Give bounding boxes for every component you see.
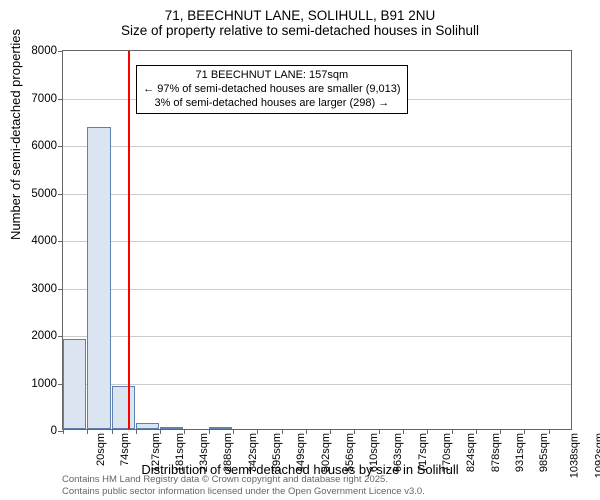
x-tick-mark	[330, 429, 331, 434]
x-tick-mark	[379, 429, 380, 434]
histogram-bar	[112, 386, 135, 429]
x-tick-mark	[427, 429, 428, 434]
chart-footer: Contains HM Land Registry data © Crown c…	[62, 474, 425, 497]
callout-line: 71 BEECHNUT LANE: 157sqm	[143, 69, 400, 83]
x-tick-mark	[87, 429, 88, 434]
x-tick-mark	[476, 429, 477, 434]
x-tick-mark	[282, 429, 283, 434]
grid-line	[63, 289, 571, 290]
histogram-bar	[87, 127, 110, 429]
x-tick-mark	[209, 429, 210, 434]
y-tick-mark	[58, 99, 63, 100]
x-tick-mark	[403, 429, 404, 434]
callout-line: ← 97% of semi-detached houses are smalle…	[143, 83, 400, 97]
callout-line: 3% of semi-detached houses are larger (2…	[143, 97, 400, 111]
x-tick-mark	[136, 429, 137, 434]
x-tick-mark	[257, 429, 258, 434]
y-tick-mark	[58, 289, 63, 290]
grid-line	[63, 241, 571, 242]
chart-title-sub: Size of property relative to semi-detach…	[0, 23, 600, 38]
grid-line	[63, 146, 571, 147]
x-tick-mark	[160, 429, 161, 434]
x-tick-mark	[452, 429, 453, 434]
x-tick-mark	[549, 429, 550, 434]
footer-line-2: Contains public sector information licen…	[62, 486, 425, 497]
x-tick-mark	[354, 429, 355, 434]
grid-line	[63, 194, 571, 195]
y-tick-mark	[58, 146, 63, 147]
x-tick-mark	[112, 429, 113, 434]
x-tick-mark	[184, 429, 185, 434]
y-tick-mark	[58, 51, 63, 52]
callout-box: 71 BEECHNUT LANE: 157sqm← 97% of semi-de…	[136, 65, 407, 114]
x-tick-mark	[500, 429, 501, 434]
x-tick-mark	[524, 429, 525, 434]
x-tick-mark	[63, 429, 64, 434]
grid-line	[63, 336, 571, 337]
chart-title-block: 71, BEECHNUT LANE, SOLIHULL, B91 2NU Siz…	[0, 0, 600, 38]
marker-line	[128, 51, 130, 429]
y-tick-mark	[58, 194, 63, 195]
histogram-bar	[209, 427, 232, 429]
histogram-bar	[160, 427, 183, 429]
y-tick-mark	[58, 241, 63, 242]
chart-plot-area: 01000200030004000500060007000800020sqm74…	[62, 50, 572, 430]
y-tick-mark	[58, 336, 63, 337]
histogram-bar	[63, 339, 86, 429]
footer-line-1: Contains HM Land Registry data © Crown c…	[62, 474, 425, 485]
x-tick-mark	[306, 429, 307, 434]
histogram-bar	[136, 423, 159, 429]
chart-title-main: 71, BEECHNUT LANE, SOLIHULL, B91 2NU	[0, 8, 600, 23]
grid-line	[63, 384, 571, 385]
x-tick-mark	[233, 429, 234, 434]
y-axis-label: Number of semi-detached properties	[8, 29, 23, 240]
